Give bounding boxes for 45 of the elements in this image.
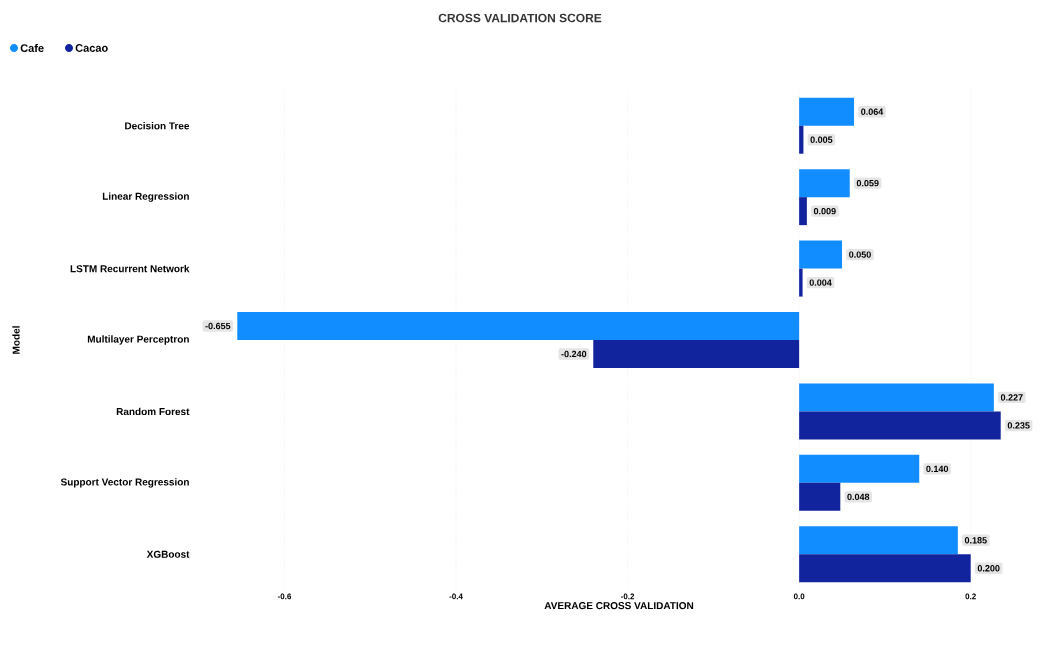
x-tick-label: -0.6: [277, 593, 292, 600]
data-label: 0.064: [861, 108, 884, 115]
x-tick-label: -0.4: [449, 593, 463, 600]
x-tick-label: 0.2: [965, 593, 976, 600]
data-label: 0.050: [849, 251, 871, 258]
data-label: 0.004: [809, 279, 832, 286]
legend-label: Cafe: [20, 43, 44, 53]
y-tick-label: XGBoost: [146, 550, 190, 558]
bar: [799, 240, 843, 269]
bar: [799, 454, 920, 483]
y-axis-title: Model: [12, 326, 20, 354]
data-label: 0.200: [977, 565, 1000, 572]
data-label: 0.059: [856, 179, 879, 187]
bar: [237, 312, 800, 341]
y-tick-label: LSTM Recurrent Network: [70, 264, 190, 273]
data-label: -0.655: [205, 322, 231, 330]
data-label: 0.227: [1000, 394, 1023, 401]
y-tick-label: Random Forest: [116, 407, 190, 416]
y-tick-label: Support Vector Regression: [60, 478, 189, 488]
bar: [799, 169, 850, 198]
bar: [799, 411, 1001, 440]
data-label: 0.185: [964, 537, 987, 544]
bar: [799, 526, 958, 555]
bar: [799, 554, 971, 583]
bar: [799, 268, 803, 297]
data-label: 0.140: [926, 465, 949, 473]
x-tick-label: -0.2: [621, 593, 635, 600]
y-tick-label: Linear Regression: [102, 192, 189, 202]
bar: [799, 482, 841, 511]
data-label: 0.235: [1007, 422, 1030, 429]
data-label: 0.009: [813, 207, 836, 215]
bar: [799, 197, 807, 226]
bar: [799, 383, 994, 412]
data-label: 0.005: [810, 136, 833, 143]
x-tick-label: 0.0: [793, 593, 805, 600]
data-label: 0.048: [847, 493, 870, 501]
chart-title: CROSS VALIDATION SCORE: [438, 13, 602, 23]
bar: [799, 97, 855, 126]
y-tick-label: Decision Tree: [125, 122, 190, 130]
y-tick-label: Multilayer Perceptron: [87, 335, 189, 345]
legend-label: Cacao: [75, 44, 108, 52]
data-label: -0.240: [561, 350, 587, 358]
bar: [593, 340, 800, 369]
bar: [799, 125, 804, 154]
x-axis-title: AVERAGE CROSS VALIDATION: [544, 602, 694, 610]
